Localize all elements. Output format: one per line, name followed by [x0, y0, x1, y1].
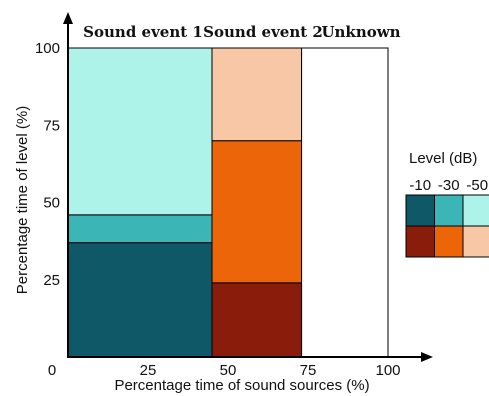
legend-level-label: -30 — [438, 177, 460, 194]
legend-level-label: -50 — [466, 177, 488, 194]
legend-title: Level (dB) — [409, 150, 477, 167]
y-axis-title: Percentage time of level (%) — [14, 106, 31, 294]
mosaic-cell-2-2 — [211, 140, 303, 284]
x-tick-label: 25 — [140, 362, 157, 379]
x-tick-label: 100 — [375, 362, 400, 379]
x-tick-label: 50 — [220, 362, 237, 379]
mosaic-cell-3-1 — [301, 47, 389, 358]
x-axis-title: Percentage time of sound sources (%) — [114, 377, 369, 394]
mosaic-cell-1-1 — [67, 242, 213, 358]
y-tick-label: 25 — [43, 272, 60, 289]
mosaic-cell-2-3 — [211, 47, 303, 142]
legend-swatch-2-3 — [462, 225, 489, 258]
legend-level-label: -10 — [409, 177, 431, 194]
mosaic-cell-1-3 — [67, 47, 213, 216]
x-tick-label: 0 — [48, 362, 56, 379]
mosaic-cell-2-1 — [211, 282, 303, 358]
legend-swatch-1-1 — [405, 194, 435, 227]
legend: Level (dB) -10 -30 -50 — [405, 150, 489, 258]
column-title-1: Sound event 1 — [83, 23, 203, 41]
y-tick-label: 100 — [35, 40, 60, 57]
y-tick-label: 75 — [43, 117, 60, 134]
x-axis-arrow — [421, 352, 433, 362]
y-axis-arrow — [63, 12, 73, 24]
mosaic-cells — [67, 47, 389, 358]
legend-swatch-2-1 — [405, 225, 435, 258]
x-tick-label: 75 — [300, 362, 317, 379]
legend-swatch-2-2 — [434, 225, 464, 258]
mosaic-cell-1-2 — [67, 214, 213, 244]
y-tick-label: 50 — [43, 195, 60, 212]
legend-swatch-1-2 — [434, 194, 464, 227]
column-title-2: Sound event 2 — [203, 23, 323, 41]
legend-swatch-1-3 — [462, 194, 489, 227]
axes — [63, 12, 433, 362]
tick-labels: 0 25 50 75 100 25 50 75 100 — [35, 40, 401, 379]
column-title-3: Unknown — [321, 23, 400, 41]
